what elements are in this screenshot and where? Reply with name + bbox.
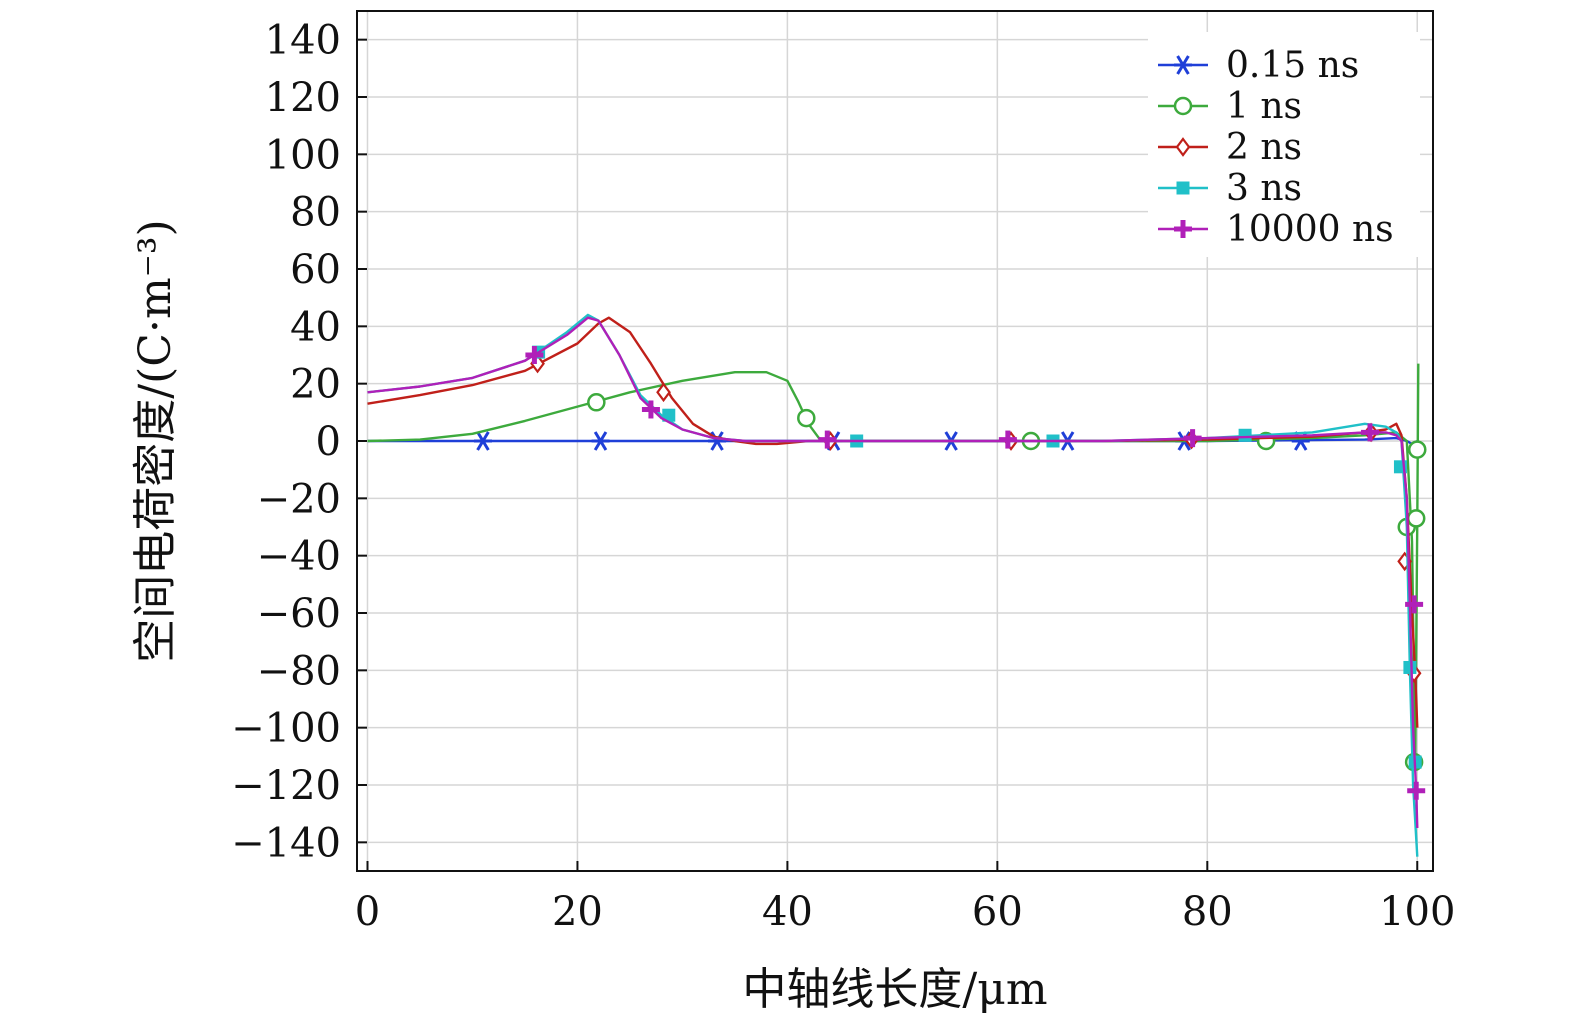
series-3 [367, 313, 1422, 857]
data-point [818, 430, 837, 449]
data-point [1408, 440, 1427, 459]
legend-label: 3 ns [1226, 168, 1302, 209]
y-axis: 140 120 100 80 60 40 20 0 −20 −40 −60 −80 −100 −120 −1… [231, 18, 367, 866]
legend-item: 3 ns [1158, 168, 1302, 209]
series-layer [367, 313, 1427, 857]
data-point [1183, 429, 1202, 448]
legend-label: 0.15 ns [1226, 45, 1359, 86]
data-point [1361, 423, 1380, 442]
legend-marker [1176, 181, 1190, 195]
data-point [1405, 595, 1424, 614]
x-tick-label: 20 [552, 889, 603, 935]
y-tick-label: −40 [257, 534, 341, 580]
y-axis-label: 空间电荷密度/(C·m⁻³) [130, 219, 181, 662]
legend-marker [1174, 55, 1192, 75]
legend-label: 1 ns [1226, 86, 1302, 127]
series-line [367, 313, 1419, 857]
series-2 [367, 316, 1422, 728]
x-tick-label: 60 [972, 889, 1023, 935]
series-4 [367, 316, 1426, 829]
y-tick-label: −60 [257, 591, 341, 637]
series-line [367, 316, 1419, 829]
series-line [367, 316, 1419, 728]
data-point [1406, 509, 1426, 528]
data-point [1403, 660, 1417, 674]
x-tick-label: 80 [1182, 889, 1233, 935]
data-point [662, 408, 676, 422]
x-tick-label: 100 [1379, 889, 1455, 935]
x-axis: 0 20 40 60 80 100 [355, 861, 1455, 935]
y-tick-label: 60 [290, 247, 341, 293]
data-point [1407, 781, 1426, 800]
y-tick-label: −140 [231, 820, 341, 866]
legend-marker [1173, 96, 1193, 116]
legend-background [1148, 32, 1420, 257]
y-tick-label: 0 [316, 419, 341, 465]
data-point [656, 382, 671, 403]
data-point [591, 431, 610, 451]
x-tick-label: 0 [355, 889, 380, 935]
legend-item: 2 ns [1158, 127, 1302, 168]
x-tick-label: 40 [762, 889, 813, 935]
data-point [1238, 428, 1252, 442]
legend-label: 10000 ns [1226, 209, 1394, 250]
legend-item: 10000 ns [1158, 209, 1394, 250]
legend-marker [1174, 220, 1192, 238]
data-point [473, 431, 492, 451]
y-tick-label: −20 [257, 476, 341, 522]
y-tick-label: −100 [231, 706, 341, 752]
data-point [708, 431, 727, 451]
y-tick-label: 20 [290, 362, 341, 408]
legend-item: 1 ns [1158, 86, 1302, 127]
series-line [367, 436, 1418, 446]
y-tick-label: 80 [290, 190, 341, 236]
data-point [525, 346, 544, 364]
y-tick-label: 120 [265, 75, 341, 121]
legend-label: 2 ns [1226, 127, 1302, 168]
x-axis-label: 中轴线长度/μm [742, 964, 1047, 1015]
y-tick-label: 140 [265, 18, 341, 64]
y-tick-label: 100 [265, 132, 341, 178]
y-tick-label: −120 [231, 763, 341, 809]
y-tick-label: −80 [257, 648, 341, 694]
legend-marker [1175, 137, 1191, 157]
series-1 [367, 363, 1427, 772]
data-point [587, 393, 606, 412]
series-line [367, 363, 1420, 764]
legend-item: 0.15 ns [1158, 45, 1359, 86]
data-point [797, 408, 816, 428]
y-tick-label: 40 [290, 304, 341, 350]
data-point [641, 400, 660, 419]
data-point [998, 430, 1017, 449]
